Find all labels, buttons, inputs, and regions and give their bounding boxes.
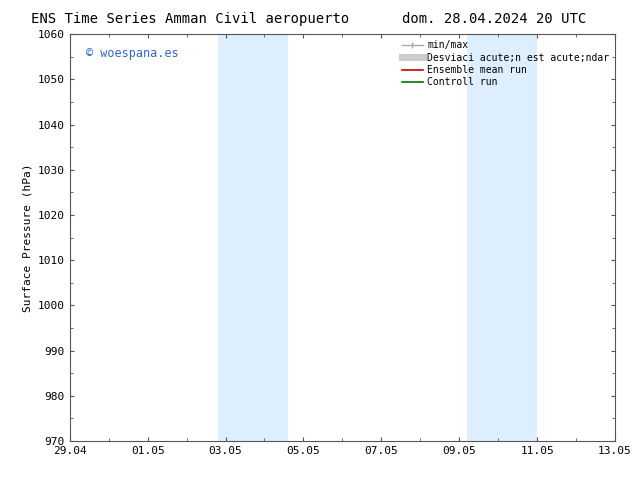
Text: dom. 28.04.2024 20 UTC: dom. 28.04.2024 20 UTC	[403, 12, 586, 26]
Text: ENS Time Series Amman Civil aeropuerto: ENS Time Series Amman Civil aeropuerto	[31, 12, 349, 26]
Bar	[217, 34, 288, 441]
Y-axis label: Surface Pressure (hPa): Surface Pressure (hPa)	[22, 163, 32, 312]
Legend: min/max, Desviaci acute;n est acute;ndar, Ensemble mean run, Controll run: min/max, Desviaci acute;n est acute;ndar…	[398, 36, 613, 91]
Bar	[467, 34, 537, 441]
Text: © woespana.es: © woespana.es	[86, 47, 179, 59]
